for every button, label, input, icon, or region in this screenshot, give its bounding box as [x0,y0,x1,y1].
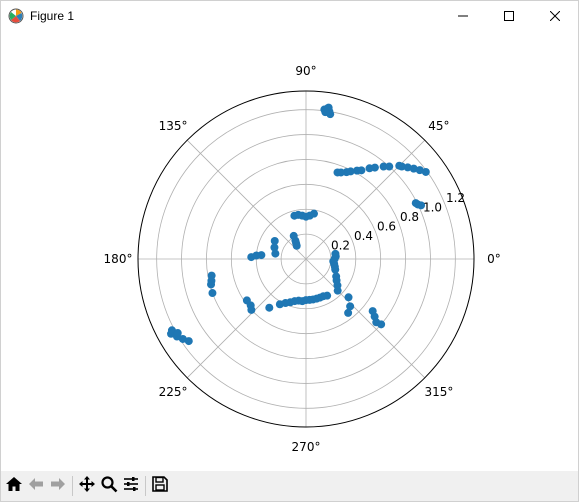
radial-tick-label: 0.4 [354,229,373,243]
scatter-point [309,209,318,218]
scatter-point [403,163,412,172]
navigation-toolbar [1,471,578,501]
zoom-button[interactable] [98,474,120,498]
back-icon [27,475,45,497]
angular-gridline [186,258,307,379]
minimize-button[interactable] [440,1,486,31]
forward-icon [49,475,67,497]
scatter-point [333,286,342,295]
angular-tick-label: 315° [424,385,453,399]
scatter-point [344,308,353,317]
polar-plot: 0° 45° 90° 135° 180° 225° 270° 315° 0.2 0.4 0.6 0.8… [104,64,501,454]
scatter-point [270,236,279,245]
angular-gridline [305,258,426,379]
scatter-point [370,163,379,172]
scatter-point [415,166,424,175]
scatter-point [298,297,307,306]
home-button[interactable] [3,474,25,498]
polar-spine [137,90,475,428]
scatter-point [346,167,355,176]
window-title: Figure 1 [30,9,75,23]
configure-subplots-button[interactable] [120,474,142,498]
zoom-icon [100,475,118,497]
scatter-point [346,302,355,311]
scatter-point [265,303,274,312]
radial-tick-label: 0.2 [331,238,350,252]
home-icon [5,475,23,497]
toolbar-separator [145,476,146,496]
scatter-point [357,166,366,175]
scatter-point [173,329,182,338]
pan-icon [78,475,96,497]
scatter-point [330,255,339,263]
back-button[interactable] [25,474,47,498]
angular-tick-label: 0° [487,252,501,266]
scatter-point [330,262,339,271]
scatter-point [208,289,217,298]
angular-tick-label: 135° [159,119,188,133]
scatter-point [319,292,328,301]
scatter-point [411,199,420,208]
radial-tick-label: 1.2 [446,191,465,205]
scatter-point [252,251,261,260]
scatter-point [270,243,279,252]
scatter-point [321,108,330,117]
radial-tick-label: 0.6 [377,219,396,233]
angular-tick-label: 45° [428,119,449,133]
angular-gridline [186,139,307,260]
configure-subplots-icon [122,475,140,497]
angular-tick-label: 90° [295,64,316,78]
angular-tick-label: 225° [159,385,188,399]
scatter-point [242,296,251,305]
scatter-point [207,276,216,285]
figure-canvas[interactable]: 0° 45° 90° 135° 180° 225° 270° 315° 0.2 0.4 0.6 0.8… [1,31,578,471]
scatter-point [290,297,299,306]
maximize-button[interactable] [486,1,532,31]
scatter-point [336,168,345,177]
toolbar-separator [72,476,73,496]
scatter-point [344,293,353,302]
scatter-point [312,294,321,303]
close-button[interactable] [532,1,578,31]
angular-tick-label: 270° [292,440,321,454]
scatter-point [281,298,290,307]
save-button[interactable] [149,474,171,498]
scatter-point [421,167,430,176]
pan-button[interactable] [76,474,98,498]
radial-tick-label: 1.0 [423,200,442,214]
save-icon [151,475,169,497]
scatter-point [292,239,301,248]
matplotlib-logo-icon [8,8,24,24]
scatter-point [305,295,314,304]
scatter-point [409,164,418,173]
scatter-point [385,162,394,171]
scatter-point [271,249,280,258]
scatter-point [379,162,388,171]
forward-button[interactable] [47,474,69,498]
radial-tick-label: 0.8 [400,210,419,224]
scatter-point [332,276,341,285]
scatter-point [377,320,386,329]
scatter-point [247,305,256,314]
angular-gridline [305,139,426,260]
scatter-point [397,162,406,171]
angular-tick-label: 180° [104,252,133,266]
scatter-point [289,231,298,240]
title-bar[interactable]: Figure 1 [1,1,578,31]
